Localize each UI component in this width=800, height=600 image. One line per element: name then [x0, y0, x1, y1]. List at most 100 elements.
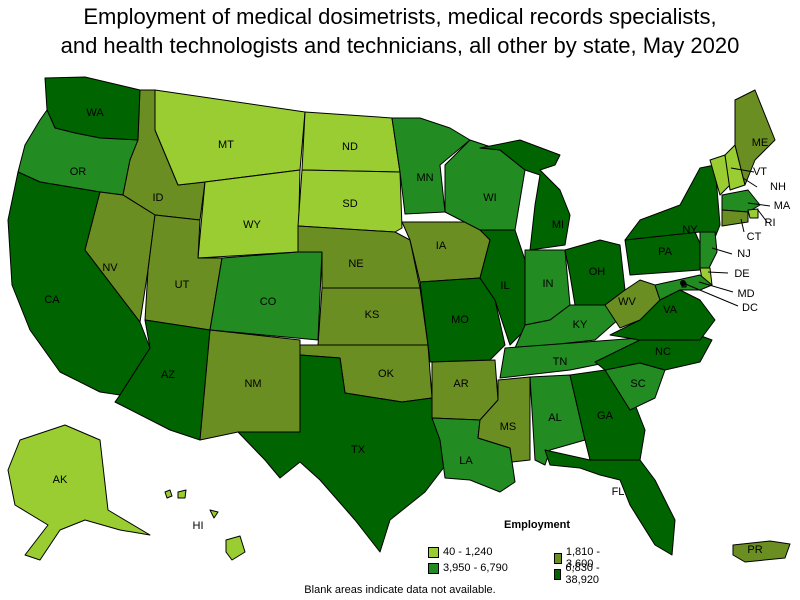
- state-label-il: IL: [500, 280, 509, 292]
- state-label-fl: FL: [612, 486, 625, 498]
- state-label-sc: SC: [630, 378, 645, 390]
- state-label-hi: HI: [193, 520, 204, 532]
- state-label-ri: RI: [765, 217, 776, 229]
- state-label-mo: MO: [451, 314, 469, 326]
- title-line-2: and health technologists and technicians…: [60, 33, 740, 58]
- state-label-az: AZ: [161, 369, 175, 381]
- state-label-ny: NY: [682, 224, 698, 236]
- state-label-ut: UT: [175, 279, 190, 291]
- leader-nj: [711, 247, 733, 255]
- leader-md: [698, 281, 734, 293]
- legend: Employment 40 - 1,240 1,810 - 3,600 3,95…: [428, 518, 608, 586]
- legend-item-bin-2: 1,810 - 3,600: [554, 546, 608, 570]
- map-title: Employment of medical dosimetrists, medi…: [0, 2, 800, 60]
- state-ms[interactable]: [477, 376, 531, 463]
- legend-swatch-2: [554, 552, 562, 564]
- state-mt[interactable]: [154, 89, 306, 186]
- leader-ct: [740, 218, 745, 233]
- state-mi[interactable]: [479, 139, 571, 251]
- state-label-pr: PR: [747, 544, 762, 556]
- leader-nh: [742, 177, 758, 188]
- state-label-ms: MS: [500, 421, 517, 433]
- state-label-in: IN: [543, 278, 554, 290]
- legend-item-bin-4: 6,830 - 38,920: [554, 562, 608, 586]
- leader-de: [707, 271, 729, 274]
- state-label-ct: CT: [747, 231, 762, 243]
- state-label-ar: AR: [453, 378, 468, 390]
- state-label-ga: GA: [597, 410, 614, 422]
- state-hi[interactable]: [164, 489, 246, 561]
- state-label-ia: IA: [436, 240, 447, 252]
- state-label-wv: WV: [618, 296, 636, 308]
- state-ct[interactable]: [721, 209, 749, 227]
- state-label-me: ME: [752, 137, 769, 149]
- state-label-ca: CA: [44, 294, 60, 306]
- state-label-nh: NH: [770, 181, 786, 193]
- state-co[interactable]: [209, 251, 323, 341]
- state-label-dc: DC: [742, 302, 758, 314]
- state-sd[interactable]: [297, 169, 403, 233]
- state-pr[interactable]: [732, 540, 791, 563]
- state-label-tn: TN: [553, 356, 568, 368]
- state-label-nm: NM: [244, 378, 261, 390]
- legend-label-4: 6,830 - 38,920: [565, 562, 600, 586]
- legend-item-bin-1: 40 - 1,240: [428, 546, 493, 558]
- legend-swatch-3: [428, 562, 439, 574]
- state-label-ne: NE: [348, 258, 363, 270]
- state-ma[interactable]: [721, 189, 761, 213]
- state-label-sd: SD: [342, 198, 357, 210]
- state-label-ak: AK: [53, 474, 68, 486]
- state-il[interactable]: [479, 229, 526, 346]
- state-label-md: MD: [737, 288, 754, 300]
- state-ak[interactable]: [7, 424, 151, 561]
- state-label-de: DE: [734, 268, 749, 280]
- dc-marker: [680, 280, 686, 286]
- state-label-nj: NJ: [737, 248, 750, 260]
- footnote: Blank areas indicate data not available.: [304, 584, 496, 596]
- state-label-mn: MN: [416, 172, 433, 184]
- leader-ma: [747, 202, 771, 207]
- state-label-al: AL: [548, 412, 561, 424]
- state-label-wy: WY: [243, 219, 261, 231]
- state-nj[interactable]: [699, 231, 718, 271]
- state-mn[interactable]: [391, 117, 471, 215]
- state-me[interactable]: [734, 89, 776, 186]
- state-label-mi: MI: [552, 219, 564, 231]
- state-wy[interactable]: [197, 169, 301, 259]
- legend-label-1: 40 - 1,240: [443, 546, 493, 558]
- state-label-mt: MT: [218, 139, 234, 151]
- legend-label-2: 1,810 - 3,600: [565, 546, 601, 570]
- state-label-or: OR: [70, 166, 87, 178]
- leader-vt: [730, 167, 755, 173]
- state-ri[interactable]: [747, 208, 759, 219]
- title-line-1: Employment of medical dosimetrists, medi…: [83, 4, 717, 29]
- state-label-wa: WA: [86, 107, 104, 119]
- legend-swatch-1: [428, 546, 439, 558]
- state-label-ky: KY: [573, 319, 588, 331]
- state-label-la: LA: [459, 455, 473, 467]
- state-wi[interactable]: [444, 139, 526, 231]
- state-tx[interactable]: [237, 354, 449, 553]
- state-label-oh: OH: [589, 266, 606, 278]
- state-tn[interactable]: [499, 337, 641, 379]
- legend-label-3: 3,950 - 6,790: [443, 562, 508, 574]
- legend-item-bin-3: 3,950 - 6,790: [428, 562, 508, 574]
- state-label-vt: VT: [753, 166, 767, 178]
- state-label-ok: OK: [378, 368, 395, 380]
- state-label-va: VA: [663, 304, 678, 316]
- state-label-nv: NV: [102, 262, 118, 274]
- state-label-tx: TX: [351, 444, 366, 456]
- state-label-ma: MA: [774, 200, 791, 212]
- leader-ri: [757, 209, 768, 223]
- legend-title: Employment: [504, 519, 571, 531]
- state-label-nc: NC: [655, 346, 671, 358]
- state-label-wi: WI: [483, 192, 496, 204]
- leader-dc: [682, 282, 739, 307]
- state-label-co: CO: [260, 296, 277, 308]
- legend-swatch-4: [554, 568, 562, 580]
- state-label-pa: PA: [658, 246, 673, 258]
- state-label-id: ID: [153, 192, 164, 204]
- state-fl[interactable]: [544, 449, 676, 556]
- state-label-nd: ND: [342, 141, 358, 153]
